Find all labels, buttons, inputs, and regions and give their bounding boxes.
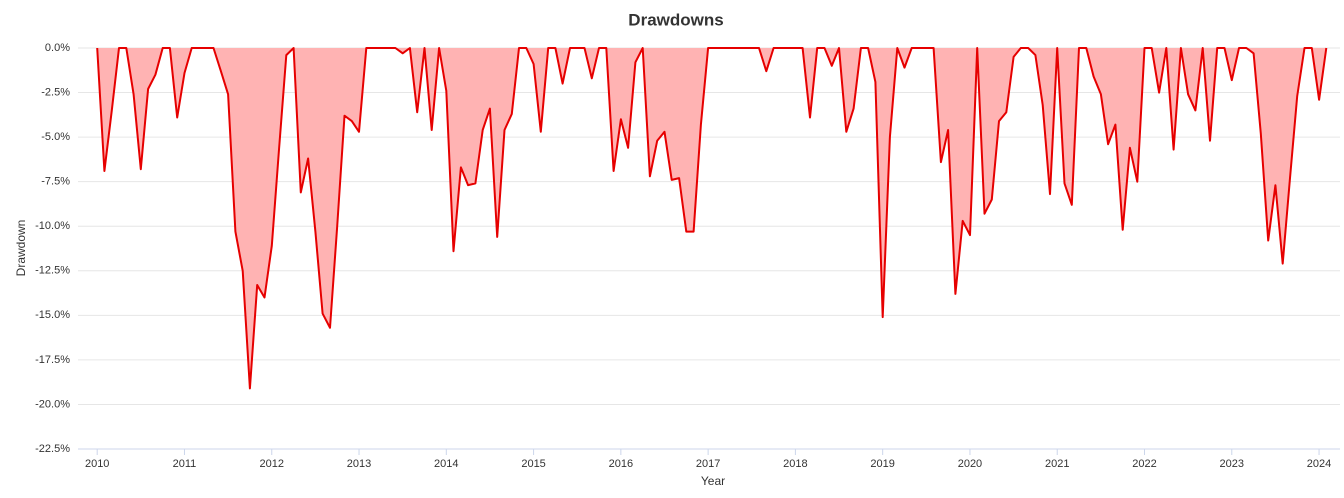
x-axis-title: Year: [701, 474, 725, 488]
chart-title: Drawdowns: [628, 10, 723, 29]
y-tick-label: -17.5%: [35, 354, 70, 366]
x-tick-label: 2011: [173, 458, 197, 470]
y-tick-label: -2.5%: [41, 86, 70, 98]
y-tick-label: -7.5%: [41, 176, 70, 188]
x-tick-label: 2014: [434, 458, 458, 470]
x-tick-label: 2022: [1132, 458, 1156, 470]
y-tick-label: -15.0%: [35, 309, 70, 321]
y-tick-label: -5.0%: [41, 131, 70, 143]
y-axis-title: Drawdown: [14, 220, 28, 277]
y-tick-label: -20.0%: [35, 398, 70, 410]
x-tick-label: 2016: [609, 458, 633, 470]
drawdown-line: [96, 47, 1328, 390]
x-tick-label: 2024: [1307, 458, 1331, 470]
x-tick-label: 2019: [870, 458, 894, 470]
x-tick-label: 2017: [696, 458, 720, 470]
x-tick-label: 2023: [1220, 458, 1244, 470]
y-tick-label: -22.5%: [35, 443, 70, 455]
x-tick-label: 2012: [260, 458, 284, 470]
x-tick-label: 2013: [347, 458, 371, 470]
y-tick-label: -10.0%: [35, 220, 70, 232]
x-tick-label: 2018: [783, 458, 807, 470]
x-tick-label: 2020: [958, 458, 982, 470]
y-tick-label: -12.5%: [35, 265, 70, 277]
x-tick-label: 2021: [1045, 458, 1069, 470]
x-tick-label: 2015: [521, 458, 545, 470]
x-tick-label: 2010: [85, 458, 109, 470]
y-tick-label: 0.0%: [45, 42, 70, 54]
